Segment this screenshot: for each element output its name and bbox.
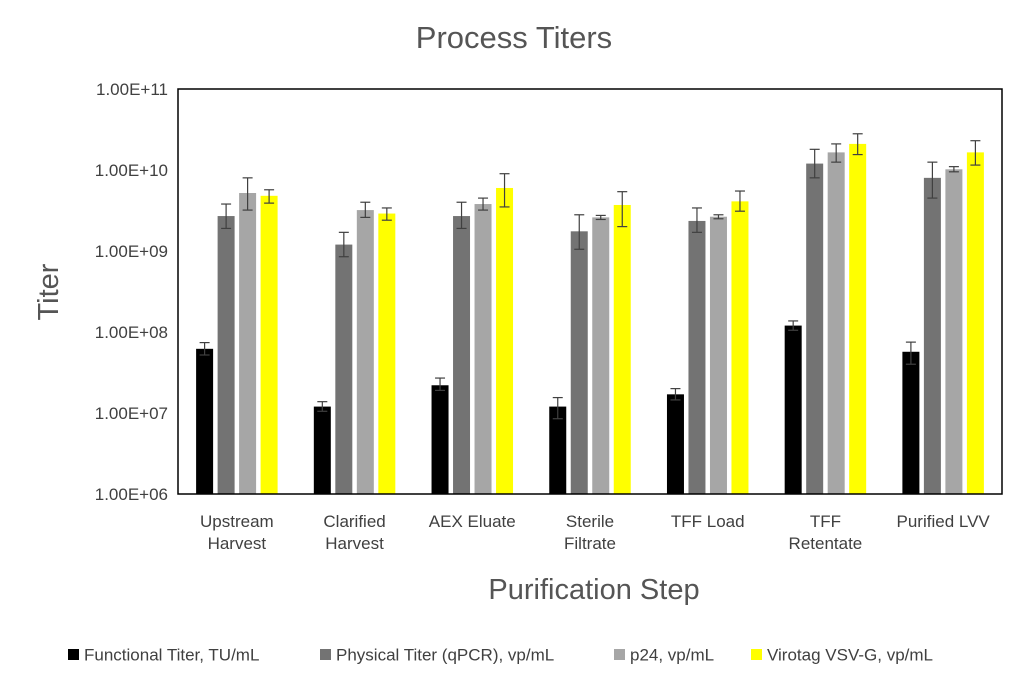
legend-label: p24, vp/mL [630, 646, 714, 665]
bar [666, 394, 684, 494]
bar [496, 187, 514, 495]
error-bars [199, 133, 981, 420]
bar [217, 216, 235, 494]
legend-label: Virotag VSV-G, vp/mL [767, 646, 933, 665]
bar [688, 220, 706, 495]
bar [731, 201, 749, 494]
x-category-label: AEX Eluate [429, 512, 516, 531]
x-category-label: TFF Retentate [789, 512, 863, 553]
bar [239, 193, 257, 494]
bar [923, 177, 941, 494]
y-tick-label: 1.00E+08 [95, 323, 168, 342]
x-axis-title: Purification Step [488, 574, 699, 606]
bar [335, 244, 353, 494]
bar [613, 204, 631, 495]
bar [592, 217, 610, 495]
bar [378, 213, 396, 494]
y-tick-label: 1.00E+11 [96, 80, 168, 99]
x-category-label: Upstream Harvest [200, 512, 274, 553]
y-tick-label: 1.00E+10 [95, 161, 168, 180]
y-tick-label: 1.00E+07 [95, 404, 168, 423]
bar [902, 351, 920, 494]
bar [945, 169, 963, 494]
x-category-label: Purified LVV [897, 512, 991, 531]
y-tick-label: 1.00E+09 [95, 242, 168, 261]
bar [260, 195, 278, 494]
x-category-label: Sterile Filtrate [564, 512, 616, 553]
y-axis-ticks: 1.00E+06 1.00E+07 1.00E+08 1.00E+09 1.00E+10… [95, 80, 168, 504]
legend-swatch [751, 649, 762, 660]
legend-label: Physical Titer (qPCR), vp/mL [336, 646, 554, 665]
bar [431, 385, 449, 494]
x-category-label: Clarified Harvest [323, 512, 385, 553]
legend: Functional Titer, TU/mL Physical Titer (q… [68, 646, 933, 665]
legend-swatch [320, 649, 331, 660]
legend-label: Functional Titer, TU/mL [84, 646, 259, 665]
bar [549, 406, 567, 494]
plot-area-frame [177, 88, 1003, 495]
y-axis-title: Titer [33, 263, 65, 320]
bar [784, 325, 802, 494]
bar [313, 406, 331, 494]
x-axis-categories: Upstream Harvest Clarified Harvest AEX Eluat… [200, 512, 990, 553]
bar [849, 143, 867, 494]
bar [966, 152, 984, 495]
bar [453, 216, 471, 494]
bar [474, 204, 492, 494]
bar [827, 152, 845, 495]
bars [196, 143, 984, 495]
bar [806, 163, 824, 495]
bar [570, 231, 588, 495]
bar [356, 210, 374, 494]
chart-title: Process Titers [416, 20, 612, 55]
y-tick-label: 1.00E+06 [95, 485, 168, 504]
bar [709, 216, 727, 494]
bar [196, 348, 214, 494]
legend-swatch [68, 649, 79, 660]
x-category-label: TFF Load [671, 512, 745, 531]
legend-swatch [614, 649, 625, 660]
